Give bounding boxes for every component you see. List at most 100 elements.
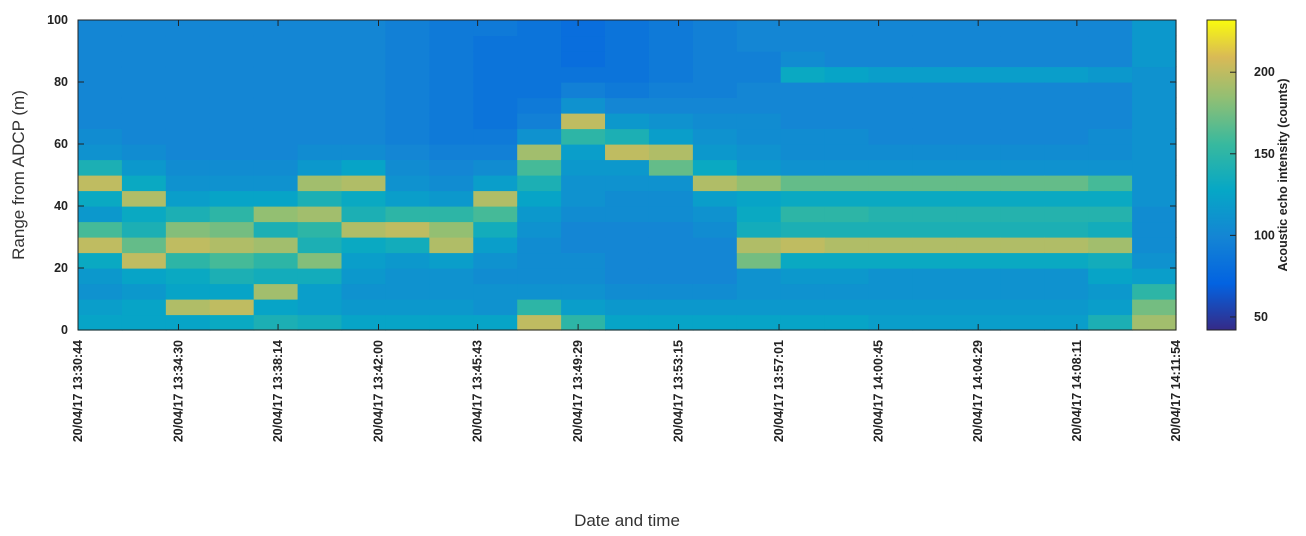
heatmap-cell	[648, 35, 694, 52]
heatmap-cell	[868, 20, 914, 37]
heatmap-cell	[912, 66, 957, 83]
heatmap-cell	[736, 299, 782, 316]
heatmap-cell	[473, 221, 518, 238]
heatmap-cell	[429, 66, 474, 83]
heatmap-cell	[78, 252, 123, 269]
heatmap-cell	[253, 51, 299, 68]
heatmap-cell	[736, 221, 782, 238]
heatmap	[78, 20, 1177, 331]
heatmap-cell	[385, 97, 430, 114]
heatmap-cell	[1000, 175, 1045, 192]
heatmap-cell	[253, 190, 299, 207]
heatmap-cell	[473, 252, 518, 269]
heatmap-cell	[165, 299, 211, 316]
heatmap-cell	[341, 268, 387, 285]
heatmap-cell	[1044, 252, 1089, 269]
heatmap-cell	[561, 128, 606, 145]
heatmap-cell	[912, 237, 957, 254]
heatmap-cell	[1132, 175, 1177, 192]
heatmap-cell	[385, 35, 430, 52]
heatmap-cell	[78, 20, 123, 37]
heatmap-cell	[429, 51, 474, 68]
heatmap-cell	[692, 237, 738, 254]
heatmap-cell	[605, 128, 650, 145]
heatmap-cell	[561, 35, 606, 52]
heatmap-cell	[1044, 268, 1089, 285]
x-axis-label: Date and time	[574, 511, 680, 530]
heatmap-cell	[1132, 97, 1177, 114]
heatmap-cell	[341, 51, 387, 68]
heatmap-cell	[648, 144, 694, 161]
heatmap-cell	[78, 97, 123, 114]
heatmap-cell	[209, 252, 255, 269]
heatmap-cell	[121, 35, 167, 52]
heatmap-cell	[165, 66, 211, 83]
heatmap-cell	[297, 82, 343, 99]
heatmap-cell	[561, 144, 606, 161]
heatmap-cell	[605, 299, 650, 316]
heatmap-cell	[1044, 221, 1089, 238]
heatmap-cell	[605, 159, 650, 176]
heatmap-cell	[1132, 128, 1177, 145]
heatmap-cell	[912, 252, 957, 269]
heatmap-cell	[1000, 20, 1045, 37]
heatmap-cell	[209, 175, 255, 192]
heatmap-cell	[956, 97, 1001, 114]
heatmap-cell	[1132, 113, 1177, 130]
heatmap-cell	[1088, 97, 1133, 114]
heatmap-cell	[253, 221, 299, 238]
heatmap-cell	[121, 128, 167, 145]
heatmap-cell	[297, 190, 343, 207]
heatmap-cell	[209, 237, 255, 254]
heatmap-cell	[605, 283, 650, 300]
heatmap-cell	[517, 268, 562, 285]
heatmap-cell	[473, 299, 518, 316]
heatmap-cell	[736, 268, 782, 285]
heatmap-cell	[297, 97, 343, 114]
heatmap-cell	[297, 51, 343, 68]
heatmap-cell	[780, 299, 826, 316]
heatmap-cell	[824, 175, 870, 192]
heatmap-cell	[473, 20, 518, 37]
heatmap-cell	[1132, 283, 1177, 300]
heatmap-cell	[868, 35, 914, 52]
heatmap-cell	[692, 66, 738, 83]
heatmap-cell	[1044, 206, 1089, 223]
heatmap-cell	[429, 221, 474, 238]
heatmap-cell	[121, 268, 167, 285]
heatmap-cell	[517, 35, 562, 52]
heatmap-cell	[341, 159, 387, 176]
heatmap-cell	[1044, 299, 1089, 316]
heatmap-cell	[341, 20, 387, 37]
heatmap-cell	[561, 159, 606, 176]
heatmap-cell	[868, 113, 914, 130]
heatmap-cell	[736, 97, 782, 114]
heatmap-cell	[1088, 283, 1133, 300]
heatmap-cell	[297, 299, 343, 316]
heatmap-cell	[165, 268, 211, 285]
heatmap-cell	[868, 237, 914, 254]
heatmap-cell	[605, 237, 650, 254]
x-tick-label: 20/04/17 13:38:14	[271, 340, 285, 442]
heatmap-cell	[253, 82, 299, 99]
heatmap-cell	[121, 221, 167, 238]
heatmap-cell	[780, 221, 826, 238]
heatmap-cell	[648, 221, 694, 238]
x-tick-label: 20/04/17 13:53:15	[672, 340, 686, 442]
heatmap-cell	[780, 20, 826, 37]
heatmap-cell	[956, 268, 1001, 285]
heatmap-cell	[385, 206, 430, 223]
heatmap-cell	[956, 299, 1001, 316]
heatmap-cell	[253, 128, 299, 145]
heatmap-cell	[209, 268, 255, 285]
heatmap-cell	[648, 237, 694, 254]
heatmap-cell	[429, 252, 474, 269]
heatmap-cell	[473, 113, 518, 130]
heatmap-cell	[912, 221, 957, 238]
heatmap-cell	[78, 66, 123, 83]
heatmap-cell	[517, 97, 562, 114]
heatmap-cell	[473, 237, 518, 254]
heatmap-cell	[341, 252, 387, 269]
heatmap-cell	[1000, 283, 1045, 300]
heatmap-cell	[1088, 175, 1133, 192]
